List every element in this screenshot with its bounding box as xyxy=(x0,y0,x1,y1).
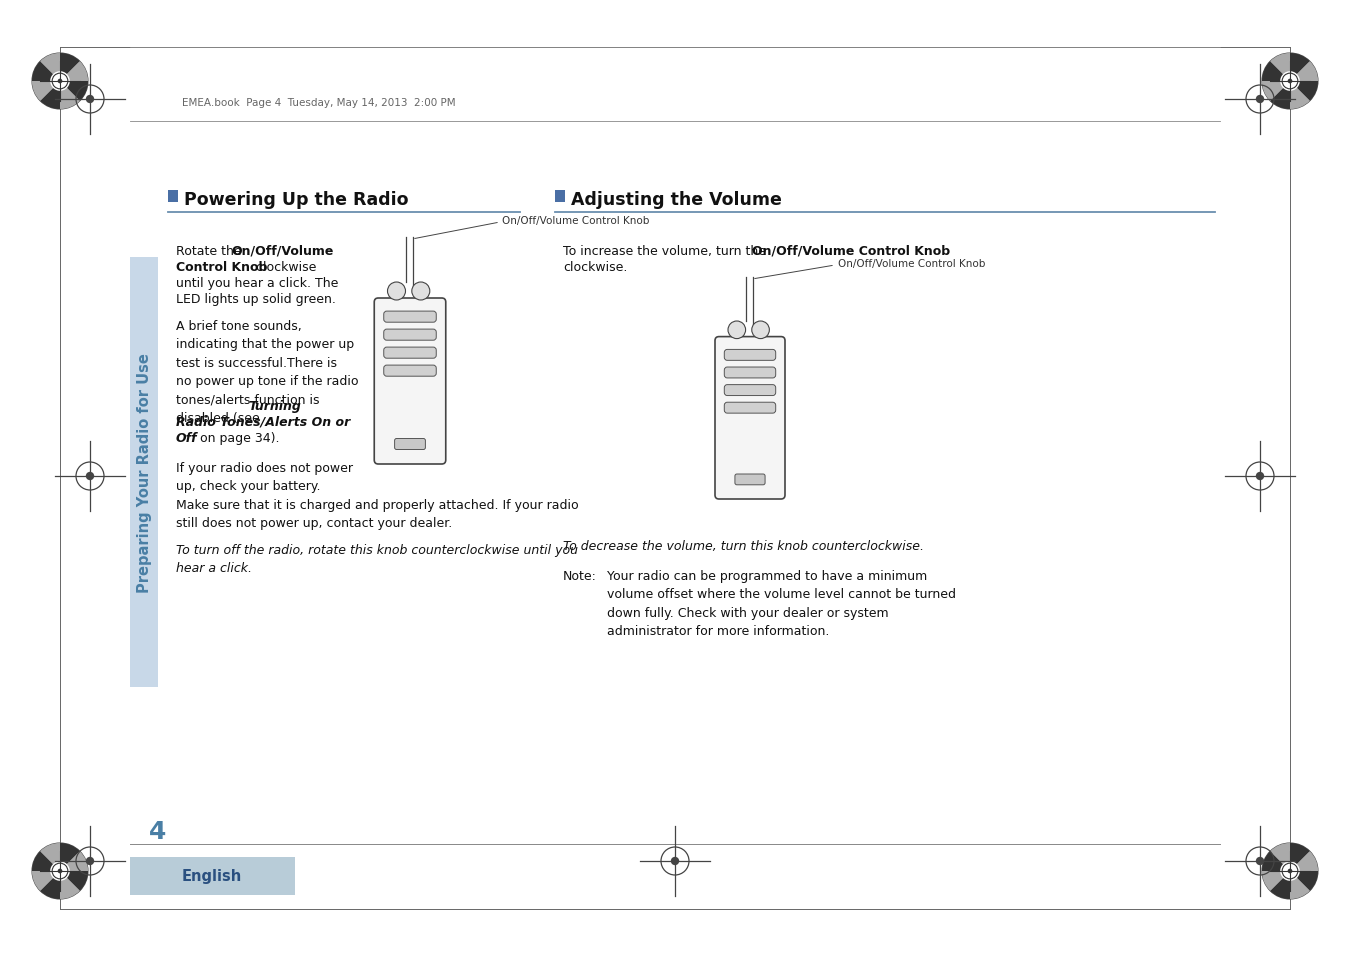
Wedge shape xyxy=(1262,62,1291,82)
Wedge shape xyxy=(1291,54,1310,82)
Wedge shape xyxy=(1291,82,1318,102)
Wedge shape xyxy=(59,851,88,871)
FancyBboxPatch shape xyxy=(394,439,425,450)
Circle shape xyxy=(58,869,62,874)
Text: A brief tone sounds,
indicating that the power up
test is successful.There is
no: A brief tone sounds, indicating that the… xyxy=(176,319,359,425)
Text: Powering Up the Radio: Powering Up the Radio xyxy=(184,191,409,209)
Circle shape xyxy=(1288,79,1292,84)
Wedge shape xyxy=(1291,82,1310,110)
Text: Turning: Turning xyxy=(248,399,301,413)
Circle shape xyxy=(32,54,88,110)
Circle shape xyxy=(671,857,679,865)
Wedge shape xyxy=(1262,851,1291,871)
Text: Preparing Your Radio for Use: Preparing Your Radio for Use xyxy=(136,353,151,593)
Wedge shape xyxy=(1270,843,1291,871)
Text: English: English xyxy=(182,868,242,883)
Text: On/Off/Volume Control Knob: On/Off/Volume Control Knob xyxy=(838,258,986,269)
Circle shape xyxy=(1280,72,1300,91)
Text: Control Knob: Control Knob xyxy=(176,261,267,274)
Circle shape xyxy=(50,72,70,91)
Wedge shape xyxy=(1291,871,1318,891)
Circle shape xyxy=(1280,862,1300,881)
Circle shape xyxy=(1256,473,1264,480)
Circle shape xyxy=(86,95,95,104)
Circle shape xyxy=(412,283,429,301)
Text: Adjusting the Volume: Adjusting the Volume xyxy=(571,191,782,209)
Wedge shape xyxy=(1291,62,1318,82)
Wedge shape xyxy=(40,82,59,110)
Wedge shape xyxy=(32,62,59,82)
Wedge shape xyxy=(40,54,59,82)
Wedge shape xyxy=(59,871,88,891)
Text: On/Off/Volume Control Knob: On/Off/Volume Control Knob xyxy=(752,245,950,257)
FancyBboxPatch shape xyxy=(374,298,446,464)
Wedge shape xyxy=(1262,82,1291,102)
Text: on page 34).: on page 34). xyxy=(196,432,279,444)
Bar xyxy=(130,257,158,687)
Text: until you hear a click. The: until you hear a click. The xyxy=(176,276,339,290)
Wedge shape xyxy=(59,843,80,871)
Text: Radio Tones/Alerts On or: Radio Tones/Alerts On or xyxy=(176,416,350,429)
Text: 4: 4 xyxy=(150,820,166,843)
Circle shape xyxy=(86,473,95,480)
FancyBboxPatch shape xyxy=(725,403,776,414)
Text: To decrease the volume, turn this knob counterclockwise.: To decrease the volume, turn this knob c… xyxy=(563,539,923,553)
Text: Note:: Note: xyxy=(563,569,597,582)
Wedge shape xyxy=(59,82,80,110)
Circle shape xyxy=(752,322,769,339)
Text: EMEA.book  Page 4  Tuesday, May 14, 2013  2:00 PM: EMEA.book Page 4 Tuesday, May 14, 2013 2… xyxy=(182,98,456,108)
Bar xyxy=(555,191,566,203)
Circle shape xyxy=(50,862,70,881)
FancyBboxPatch shape xyxy=(725,350,776,361)
Wedge shape xyxy=(1270,54,1291,82)
Text: If your radio does not power
up, check your battery.
Make sure that it is charge: If your radio does not power up, check y… xyxy=(176,461,579,530)
Wedge shape xyxy=(1291,871,1310,899)
Bar xyxy=(130,857,296,895)
Text: Off: Off xyxy=(176,432,197,444)
Text: Rotate the: Rotate the xyxy=(176,245,246,257)
Circle shape xyxy=(1262,843,1318,899)
Circle shape xyxy=(387,283,405,301)
Text: Your radio can be programmed to have a minimum
volume offset where the volume le: Your radio can be programmed to have a m… xyxy=(608,569,956,638)
Wedge shape xyxy=(1270,871,1291,899)
Wedge shape xyxy=(1270,82,1291,110)
Circle shape xyxy=(1288,869,1292,874)
Text: To turn off the radio, rotate this knob counterclockwise until you
hear a click.: To turn off the radio, rotate this knob … xyxy=(176,543,578,575)
Wedge shape xyxy=(59,54,80,82)
Circle shape xyxy=(58,79,62,84)
Circle shape xyxy=(1256,857,1264,865)
Circle shape xyxy=(728,322,745,339)
Wedge shape xyxy=(40,871,59,899)
Circle shape xyxy=(32,843,88,899)
Wedge shape xyxy=(1291,851,1318,871)
Wedge shape xyxy=(1291,843,1310,871)
Wedge shape xyxy=(59,62,88,82)
Wedge shape xyxy=(40,843,59,871)
Wedge shape xyxy=(1262,871,1291,891)
FancyBboxPatch shape xyxy=(383,348,436,359)
Text: On/Off/Volume: On/Off/Volume xyxy=(231,245,333,257)
FancyBboxPatch shape xyxy=(725,368,776,378)
Circle shape xyxy=(86,857,95,865)
Circle shape xyxy=(1256,95,1264,104)
FancyBboxPatch shape xyxy=(383,330,436,341)
Wedge shape xyxy=(32,851,59,871)
Text: LED lights up solid green.: LED lights up solid green. xyxy=(176,293,336,306)
FancyBboxPatch shape xyxy=(716,337,784,499)
Wedge shape xyxy=(32,82,59,102)
Bar xyxy=(167,191,178,203)
FancyBboxPatch shape xyxy=(725,385,776,396)
Text: clockwise.: clockwise. xyxy=(563,261,628,274)
Circle shape xyxy=(1262,54,1318,110)
Text: On/Off/Volume Control Knob: On/Off/Volume Control Knob xyxy=(502,215,649,226)
FancyBboxPatch shape xyxy=(383,312,436,323)
Wedge shape xyxy=(32,871,59,891)
Text: clockwise: clockwise xyxy=(252,261,316,274)
Wedge shape xyxy=(59,82,88,102)
Wedge shape xyxy=(59,871,80,899)
Text: To increase the volume, turn the: To increase the volume, turn the xyxy=(563,245,769,257)
FancyBboxPatch shape xyxy=(383,366,436,376)
FancyBboxPatch shape xyxy=(734,475,765,485)
